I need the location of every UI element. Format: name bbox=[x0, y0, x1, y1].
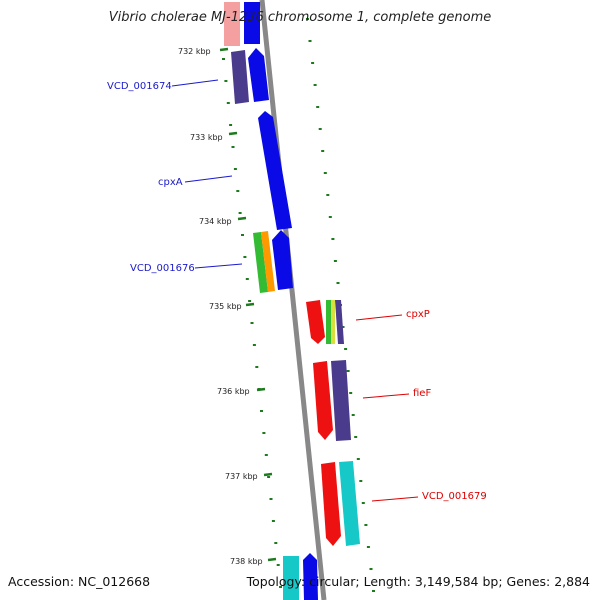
strand-dot bbox=[255, 366, 259, 368]
gene-cpxp-green[interactable] bbox=[326, 300, 331, 344]
gene-vcd-001679-cyan[interactable] bbox=[339, 461, 360, 546]
gene-vcd-001674[interactable] bbox=[248, 48, 269, 102]
strand-dot bbox=[364, 524, 368, 526]
strand-dot bbox=[336, 282, 340, 284]
gene-label-vcd-001674[interactable]: VCD_001674 bbox=[107, 81, 172, 92]
tick-label: 733 kbp bbox=[190, 133, 223, 142]
strand-dot bbox=[276, 564, 280, 566]
strand-dot bbox=[264, 454, 268, 456]
gene-label-fief[interactable]: fieF bbox=[413, 388, 431, 399]
gene-labels: VCD_001674 cpxA VCD_001676 cpxP fieF VCD… bbox=[107, 81, 487, 502]
gene-vcd-001679[interactable] bbox=[321, 462, 341, 546]
strand-dot bbox=[349, 392, 353, 394]
strand-dot bbox=[267, 476, 271, 478]
forward-genes bbox=[224, 2, 293, 293]
strand-dot bbox=[308, 40, 312, 42]
strand-dot bbox=[226, 102, 230, 104]
gene-label-vcd-001679[interactable]: VCD_001679 bbox=[422, 491, 487, 502]
accession-text: Accession: NC_012668 bbox=[8, 574, 151, 589]
gene-blue-top[interactable] bbox=[244, 2, 260, 44]
gene-fief-purple[interactable] bbox=[331, 360, 351, 441]
strand-dot bbox=[361, 502, 365, 504]
chromosome-backbone bbox=[259, 0, 327, 600]
strand-dot bbox=[229, 124, 233, 126]
gene-cpxp-purple[interactable] bbox=[335, 300, 344, 344]
strand-dot bbox=[354, 436, 358, 438]
strand-dot bbox=[233, 168, 237, 170]
strand-dot bbox=[279, 586, 282, 588]
strand-dot bbox=[260, 410, 263, 412]
position-ticks: 732 kbp 733 kbp 734 kbp 735 kbp 736 kbp … bbox=[178, 47, 277, 566]
strand-dot bbox=[262, 432, 266, 434]
strand-dot bbox=[351, 414, 355, 416]
strand-dot bbox=[326, 194, 330, 196]
strand-dot bbox=[316, 106, 320, 108]
gene-label-cpxa[interactable]: cpxA bbox=[158, 177, 183, 188]
genome-info-text: Topology: circular; Length: 3,149,584 bp… bbox=[246, 574, 590, 589]
strand-dot bbox=[313, 84, 317, 86]
strand-dot bbox=[356, 458, 360, 460]
strand-dot bbox=[372, 590, 375, 592]
gene-blue-bottom[interactable] bbox=[303, 553, 318, 600]
strand-dot bbox=[241, 234, 244, 236]
strand-dot bbox=[250, 322, 254, 324]
strand-dot bbox=[252, 344, 256, 346]
strand-dot bbox=[243, 256, 247, 258]
strand-dot bbox=[344, 348, 348, 350]
tick-label: 732 kbp bbox=[178, 47, 211, 56]
gene-cpxa[interactable] bbox=[258, 111, 292, 230]
strand-dot bbox=[366, 546, 370, 548]
strand-dot bbox=[271, 520, 275, 522]
gene-label-cpxp[interactable]: cpxP bbox=[406, 309, 430, 320]
strand-dot bbox=[236, 190, 240, 192]
label-leaders bbox=[171, 79, 419, 502]
strand-dot bbox=[269, 498, 273, 500]
strand-dot bbox=[231, 146, 235, 148]
strand-dot bbox=[245, 278, 249, 280]
gene-vcd-001674-purple[interactable] bbox=[231, 50, 249, 104]
tick-label: 736 kbp bbox=[217, 387, 250, 396]
tick-label: 738 kbp bbox=[230, 557, 263, 566]
strand-dot bbox=[306, 18, 309, 20]
gene-vcd-001676-orange[interactable] bbox=[261, 231, 275, 292]
strand-dot bbox=[274, 542, 278, 544]
strand-dot bbox=[311, 62, 315, 64]
gene-label-vcd-001676[interactable]: VCD_001676 bbox=[130, 263, 195, 274]
strand-dot bbox=[224, 80, 228, 82]
strand-dot bbox=[333, 260, 337, 262]
strand-dot bbox=[346, 370, 350, 372]
strand-dot bbox=[369, 568, 373, 570]
strand-dot bbox=[222, 58, 225, 60]
gene-cyan-bottom[interactable] bbox=[283, 556, 299, 600]
strand-dot bbox=[323, 172, 327, 174]
map-title: Vibrio cholerae MJ-1236 chromosome 1, co… bbox=[108, 10, 492, 25]
strand-dot bbox=[248, 300, 252, 302]
tick-label: 737 kbp bbox=[225, 472, 258, 481]
gene-cpxp-yellow[interactable] bbox=[331, 300, 335, 344]
gene-vcd-001676[interactable] bbox=[272, 230, 293, 290]
tick-label: 734 kbp bbox=[199, 217, 232, 226]
strand-dot bbox=[328, 216, 332, 218]
strand-dot bbox=[238, 212, 242, 214]
gene-fief[interactable] bbox=[313, 361, 333, 440]
gene-vcd-001676-green[interactable] bbox=[253, 232, 268, 293]
gene-cpxp[interactable] bbox=[306, 300, 325, 344]
strand-dot bbox=[318, 128, 322, 130]
strand-dot bbox=[321, 150, 325, 152]
strand-dot bbox=[331, 238, 335, 240]
tick-label: 735 kbp bbox=[209, 302, 242, 311]
gene-pink[interactable] bbox=[224, 2, 240, 46]
strand-dot bbox=[341, 326, 345, 328]
reverse-genes bbox=[283, 300, 360, 600]
strand-dot bbox=[359, 480, 363, 482]
